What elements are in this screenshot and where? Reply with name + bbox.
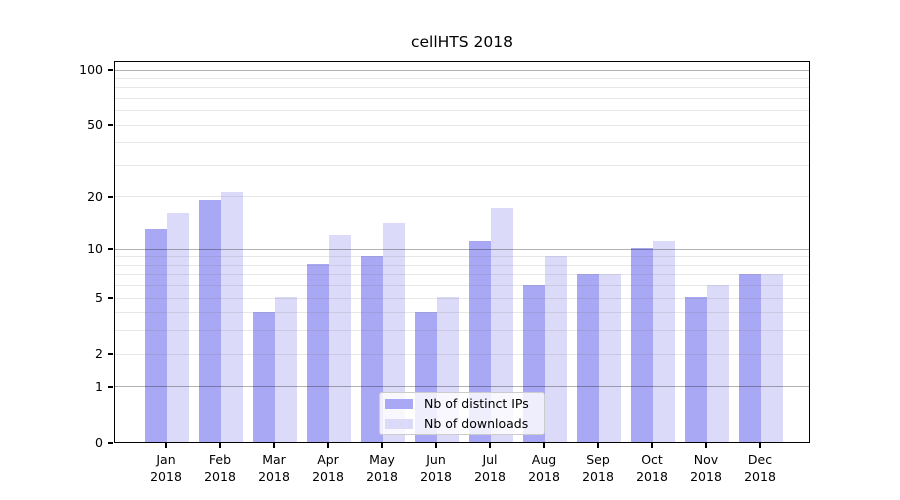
x-tick-label: Jun 2018 (420, 452, 452, 484)
y-gridline-minor (115, 312, 809, 314)
chart-title: cellHTS 2018 (410, 33, 513, 51)
bar-downloads (761, 273, 783, 442)
y-gridline-minor (115, 110, 809, 112)
bar-distinct-ips (577, 273, 599, 442)
x-tick-label: Jul 2018 (474, 452, 506, 484)
y-tick-label: 2 (95, 345, 103, 361)
y-tick-mark (108, 196, 113, 198)
y-gridline-minor (115, 124, 809, 126)
x-tick-label: Sep 2018 (582, 452, 614, 484)
y-tick-mark (108, 297, 113, 299)
y-tick-mark (108, 353, 113, 355)
x-tick-label: Feb 2018 (204, 452, 236, 484)
bar-distinct-ips (631, 248, 653, 442)
x-tick-label: May 2018 (366, 452, 398, 484)
bar-distinct-ips (685, 297, 707, 442)
y-tick-label: 50 (87, 116, 103, 132)
y-tick-label: 0 (95, 434, 103, 450)
x-tick-mark (273, 443, 275, 448)
x-tick-mark (705, 443, 707, 448)
legend-swatch-distinct-ips (385, 398, 413, 409)
y-gridline-minor (115, 164, 809, 166)
y-gridline-minor (115, 297, 809, 299)
y-gridline-major (115, 248, 809, 250)
y-tick-label: 100 (79, 61, 103, 77)
y-gridline-major (115, 386, 809, 388)
x-tick-mark (651, 443, 653, 448)
x-tick-mark (165, 443, 167, 448)
y-gridline-minor (115, 353, 809, 355)
bar-downloads (545, 255, 567, 442)
bar-downloads (653, 241, 675, 442)
legend-label-distinct-ips: Nb of distinct IPs (424, 396, 529, 411)
bar-downloads (383, 223, 405, 442)
y-tick-label: 20 (87, 188, 103, 204)
x-tick-mark (543, 443, 545, 448)
x-tick-label: Apr 2018 (312, 452, 344, 484)
x-tick-label: Nov 2018 (690, 452, 722, 484)
legend: Nb of distinct IPs Nb of downloads (379, 392, 545, 435)
bar-downloads (275, 297, 297, 442)
y-gridline-minor (115, 256, 809, 258)
bar-downloads (491, 208, 513, 442)
y-gridline-minor (115, 264, 809, 266)
bar-distinct-ips (145, 228, 167, 442)
y-gridline-minor (115, 196, 809, 198)
y-tick-label: 5 (95, 289, 103, 305)
bar-downloads (167, 213, 189, 442)
bar-downloads (329, 234, 351, 442)
x-tick-mark (381, 443, 383, 448)
y-gridline-minor (115, 274, 809, 276)
bar-distinct-ips (361, 255, 383, 442)
legend-entry-distinct-ips: Nb of distinct IPs (385, 396, 538, 411)
legend-entry-downloads: Nb of downloads (385, 416, 538, 431)
x-tick-mark (759, 443, 761, 448)
x-tick-mark (597, 443, 599, 448)
x-tick-label: Mar 2018 (258, 452, 290, 484)
y-gridline-minor (115, 285, 809, 287)
x-tick-mark (327, 443, 329, 448)
y-tick-mark (108, 442, 113, 444)
y-gridline-major (115, 69, 809, 71)
x-tick-label: Oct 2018 (636, 452, 668, 484)
bar-downloads (599, 273, 621, 442)
bar-distinct-ips (253, 311, 275, 442)
bar-downloads (707, 284, 729, 442)
legend-swatch-downloads (385, 418, 413, 429)
bar-distinct-ips (307, 264, 329, 442)
plot-area (114, 61, 810, 443)
y-gridline-minor (115, 142, 809, 144)
y-tick-mark (108, 124, 113, 126)
x-tick-mark (219, 443, 221, 448)
y-gridline-minor (115, 77, 809, 79)
x-tick-mark (435, 443, 437, 448)
bar-downloads (221, 192, 243, 442)
y-tick-mark (108, 69, 113, 71)
bar-distinct-ips (199, 199, 221, 442)
y-gridline-minor (115, 87, 809, 89)
y-gridline-minor (115, 330, 809, 332)
bar-distinct-ips (739, 273, 761, 442)
y-tick-mark (108, 248, 113, 250)
x-tick-label: Jan 2018 (150, 452, 182, 484)
y-tick-label: 10 (87, 240, 103, 256)
y-tick-mark (108, 386, 113, 388)
legend-label-downloads: Nb of downloads (424, 416, 529, 431)
y-gridline-minor (115, 97, 809, 99)
x-tick-mark (489, 443, 491, 448)
x-tick-label: Aug 2018 (528, 452, 560, 484)
x-tick-label: Dec 2018 (744, 452, 776, 484)
y-tick-label: 1 (95, 378, 103, 394)
bar-distinct-ips (469, 241, 491, 442)
